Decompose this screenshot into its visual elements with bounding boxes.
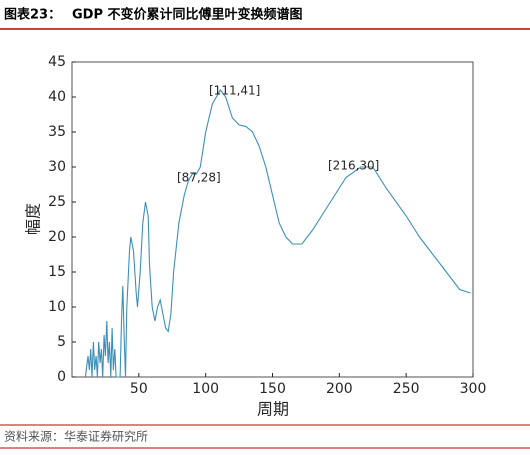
y-tick-label: 40 <box>48 89 66 105</box>
x-tick-label: 300 <box>460 381 487 397</box>
data-annotation: [111,41] <box>209 84 260 98</box>
y-tick-label: 15 <box>48 264 66 280</box>
plot-area <box>71 61 474 378</box>
y-tick-label: 35 <box>48 124 66 140</box>
x-tick-label: 100 <box>192 381 219 397</box>
data-annotation: [87,28] <box>177 171 221 185</box>
x-axis-label: 周期 <box>257 400 289 419</box>
x-tick-label: 200 <box>326 381 353 397</box>
title-prefix: 图表23： <box>4 7 61 23</box>
y-axis-label: 幅度 <box>24 203 43 235</box>
data-annotation: [216,30] <box>328 159 379 173</box>
y-tick-label: 45 <box>48 54 66 70</box>
source-note: 资料来源：华泰证券研究所 <box>4 429 148 444</box>
data-line <box>84 89 471 378</box>
x-tick-label: 50 <box>130 381 148 397</box>
y-tick-label: 30 <box>48 159 66 175</box>
x-tick-label: 150 <box>259 381 286 397</box>
x-tick-label: 250 <box>393 381 420 397</box>
y-tick-label: 20 <box>48 229 66 245</box>
y-tick-label: 25 <box>48 194 66 210</box>
y-tick-label: 10 <box>48 299 66 315</box>
y-tick-label: 0 <box>57 369 66 385</box>
chart-title: GDP 不变价累计同比傅里叶变换频谱图 <box>72 7 303 23</box>
y-tick-label: 5 <box>57 334 66 350</box>
